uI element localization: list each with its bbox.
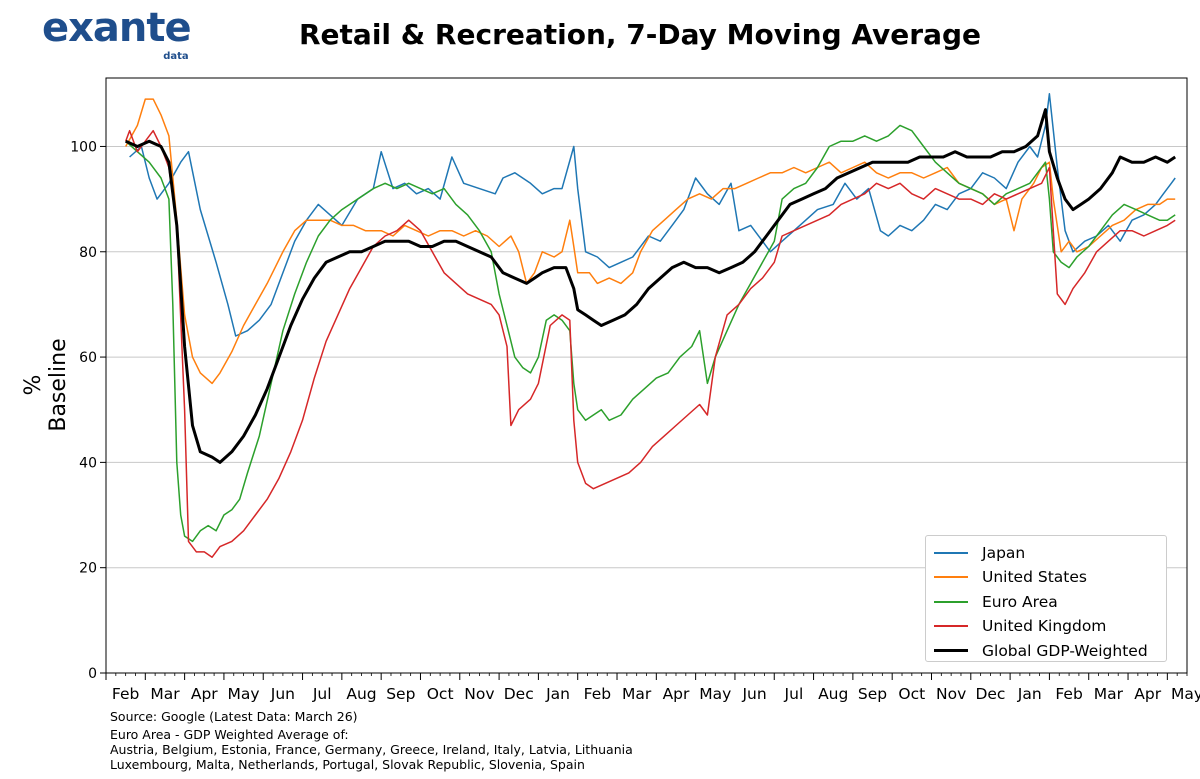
x-tick-label: Sep <box>858 685 887 703</box>
legend-label: United Kingdom <box>982 617 1107 635</box>
x-tick-label: Nov <box>464 685 494 703</box>
x-tick-label: Oct <box>898 685 925 703</box>
x-tick-label: Nov <box>936 685 966 703</box>
logo-subtext: data <box>163 51 189 62</box>
legend-label: United States <box>982 568 1087 586</box>
series-line-united-states <box>125 98 1176 385</box>
y-axis-label: % Baseline <box>21 338 71 432</box>
x-tick-label: Aug <box>346 685 376 703</box>
exante-logo: exante data <box>42 5 192 62</box>
y-tick-label: 60 <box>79 350 97 366</box>
source-note: Source: Google (Latest Data: March 26) <box>110 709 358 724</box>
euro-area-note: Euro Area - GDP Weighted Average of: Aus… <box>110 727 633 772</box>
x-tick-label: Apr <box>1134 685 1161 703</box>
x-tick-label: Jun <box>270 685 295 703</box>
x-tick-label: May <box>699 685 731 703</box>
euro-area-countries-2: Luxembourg, Malta, Netherlands, Portugal… <box>110 757 585 772</box>
legend: Japan United States Euro Area United Kingdo… <box>925 535 1167 662</box>
series-line-japan <box>129 93 1176 337</box>
legend-label: Japan <box>982 543 1026 562</box>
legend-label: Euro Area <box>982 592 1058 611</box>
x-tick-label: Feb <box>1055 685 1082 703</box>
series-line-euro-area <box>125 124 1176 543</box>
x-tick-label: May <box>1171 685 1200 703</box>
legend-item: United Kingdom <box>934 614 1106 639</box>
x-tick-label: Aug <box>818 685 848 703</box>
y-tick-label: 40 <box>79 455 97 471</box>
legend-item: Japan <box>934 540 1025 565</box>
x-tick-label: Mar <box>1094 685 1124 703</box>
x-tick-label: Dec <box>504 685 534 703</box>
y-axis-ticks: 0 20 40 60 80 100 <box>70 139 106 682</box>
x-tick-label: Jan <box>1017 685 1042 703</box>
euro-area-countries-1: Austria, Belgium, Estonia, France, Germa… <box>110 742 633 757</box>
x-tick-label: Mar <box>622 685 652 703</box>
series-lines <box>124 93 1177 558</box>
x-tick-label: Jun <box>741 685 766 703</box>
y-tick-label: 20 <box>79 561 97 577</box>
legend-item: Global GDP-Weighted <box>934 638 1148 663</box>
y-tick-label: 80 <box>79 245 97 261</box>
x-tick-label: Jul <box>784 685 804 703</box>
x-tick-label: Apr <box>191 685 218 703</box>
y-tick-label: 100 <box>70 139 97 155</box>
x-tick-label: Jul <box>312 685 332 703</box>
legend-swatch <box>934 649 968 652</box>
x-tick-label: Feb <box>584 685 611 703</box>
y-tick-label: 0 <box>88 666 97 682</box>
legend-item: Euro Area <box>934 589 1058 614</box>
x-tick-label: May <box>228 685 260 703</box>
x-tick-label: Sep <box>386 685 415 703</box>
chart-title: Retail & Recreation, 7-Day Moving Averag… <box>298 18 982 51</box>
x-axis-ticks: Feb Mar Apr May Jun Jul Aug Sep Oct Nov Dec Jan Feb M… <box>105 673 1200 703</box>
legend-swatch <box>934 576 968 578</box>
euro-area-heading: Euro Area - GDP Weighted Average of: <box>110 727 349 742</box>
series-line-global-gdp-weighted <box>125 108 1177 464</box>
x-tick-label: Oct <box>427 685 454 703</box>
logo-wordmark: exante <box>42 5 192 51</box>
series-line-united-kingdom <box>124 129 1176 558</box>
x-tick-label: Dec <box>975 685 1005 703</box>
x-tick-label: Mar <box>150 685 180 703</box>
legend-label: Global GDP-Weighted <box>982 641 1148 660</box>
legend-swatch <box>934 600 968 603</box>
x-tick-label: Apr <box>663 685 690 703</box>
gridlines <box>106 145 1187 569</box>
legend-swatch <box>934 551 968 554</box>
legend-item: United States <box>934 565 1087 590</box>
x-tick-label: Jan <box>545 685 570 703</box>
x-tick-label: Feb <box>112 685 139 703</box>
legend-swatch <box>934 625 968 627</box>
